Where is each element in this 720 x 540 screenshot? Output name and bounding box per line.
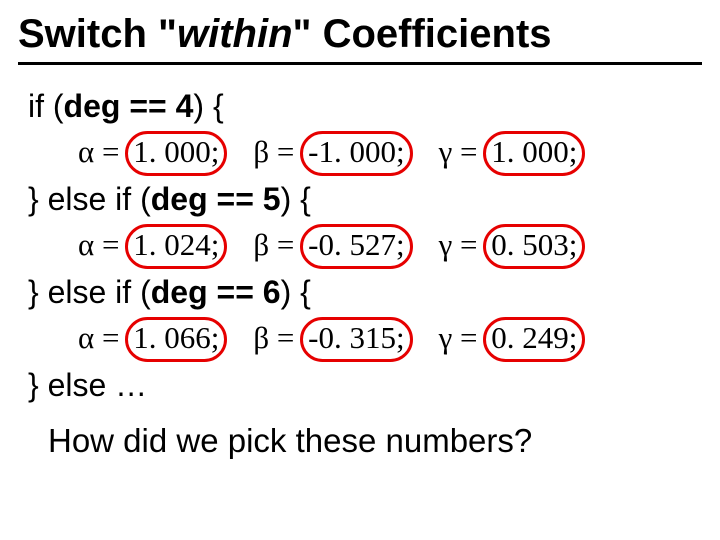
beta-value: -0. 315;	[302, 315, 410, 362]
elseif-cond: deg == 6	[151, 274, 281, 310]
if-line-1: if (deg == 4) {	[28, 83, 702, 129]
beta-value: -1. 000;	[302, 129, 410, 176]
code-block: if (deg == 4) { α = 1. 000;β = -1. 000;γ…	[18, 83, 702, 408]
elseif-line-3: } else if (deg == 6) {	[28, 269, 702, 315]
footer-question: How did we pick these numbers?	[18, 422, 702, 460]
alpha-label: α =	[78, 320, 127, 355]
gamma-label: γ =	[439, 320, 486, 355]
if-pre: if (	[28, 88, 64, 124]
beta-value: -0. 527;	[302, 222, 410, 269]
gamma-value: 0. 249;	[485, 315, 583, 362]
alpha-label: α =	[78, 227, 127, 262]
coef-row-1: α = 1. 000; β = -1. 000; γ = 1. 000;	[28, 129, 702, 176]
elseif-pre: } else if (	[28, 181, 151, 217]
beta-label: β =	[253, 134, 302, 169]
title-mid: within	[177, 12, 293, 56]
beta-label: β =	[253, 227, 302, 262]
gamma-value: 1. 000;	[485, 129, 583, 176]
alpha-value: 1. 024;	[127, 222, 225, 269]
alpha-label: α =	[78, 134, 127, 169]
coef-row-2: α = 1. 024; β = -0. 527; γ = 0. 503;	[28, 222, 702, 269]
title-post: " Coefficients	[293, 12, 552, 56]
elseif-post: ) {	[281, 181, 311, 217]
if-cond: deg == 4	[64, 88, 194, 124]
title-pre: Switch "	[18, 12, 177, 56]
if-post: ) {	[193, 88, 223, 124]
elseif-pre: } else if (	[28, 274, 151, 310]
gamma-label: γ =	[439, 134, 486, 169]
else-line: } else …	[28, 362, 702, 408]
elseif-post: ) {	[281, 274, 311, 310]
elseif-cond: deg == 5	[151, 181, 281, 217]
gamma-value: 0. 503;	[485, 222, 583, 269]
alpha-value: 1. 066;	[127, 315, 225, 362]
gamma-label: γ =	[439, 227, 486, 262]
elseif-line-2: } else if (deg == 5) {	[28, 176, 702, 222]
coef-row-3: α = 1. 066; β = -0. 315; γ = 0. 249;	[28, 315, 702, 362]
alpha-value: 1. 000;	[127, 129, 225, 176]
beta-label: β =	[253, 320, 302, 355]
slide-title: Switch "within" Coefficients	[18, 12, 702, 65]
